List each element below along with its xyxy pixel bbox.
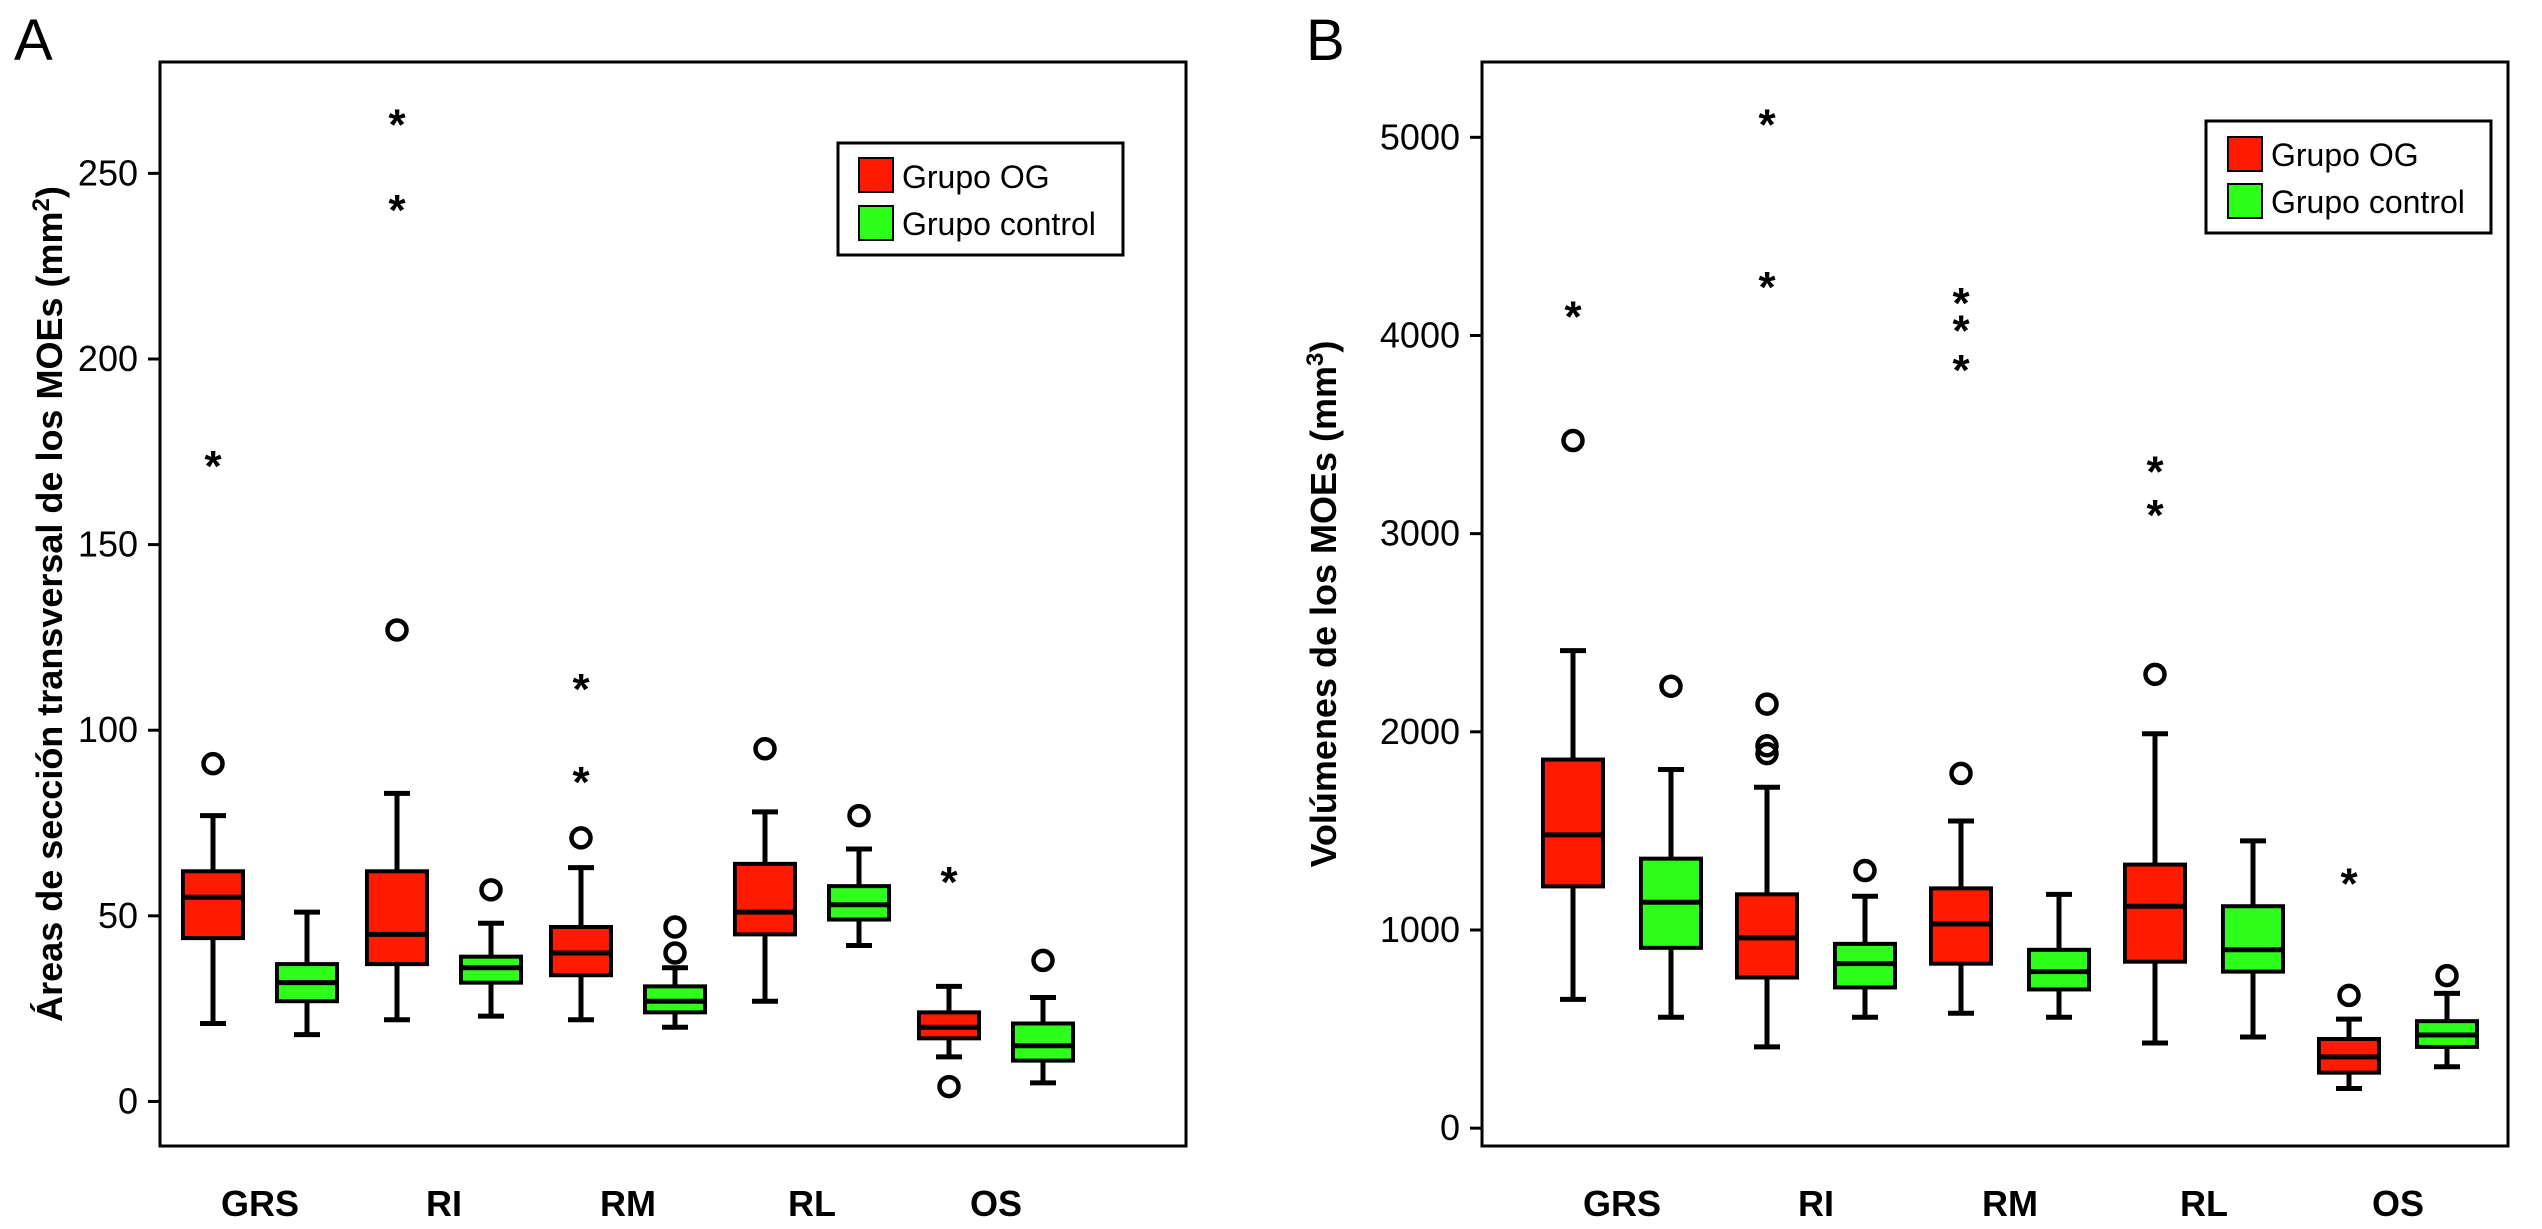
y-tick-label: 250 (78, 152, 138, 193)
outlier-circle (663, 915, 687, 939)
outlier-circle (385, 618, 409, 642)
box-iqr (2123, 862, 2187, 964)
x-category-label: RM (1982, 1183, 2038, 1224)
extreme-star: * (204, 442, 222, 491)
extreme-star: * (572, 758, 590, 807)
legend-a: Grupo OG Grupo control (836, 141, 1125, 257)
extreme-star: * (388, 101, 406, 150)
y-axis-a: 0 50 100 150 200 250 (78, 152, 160, 1121)
x-category-label: GRS (1583, 1183, 1661, 1224)
y-tick-label: 50 (98, 895, 138, 936)
x-category-label: RI (426, 1183, 462, 1224)
outlier-circle (753, 737, 777, 761)
extreme-star: * (388, 186, 406, 235)
legend-swatch-grupo-og (858, 157, 894, 193)
box-iqr (365, 869, 429, 967)
x-category-label: RI (1798, 1183, 1834, 1224)
outlier-circle (1755, 733, 1779, 758)
extreme-star: * (1952, 279, 1970, 328)
legend-swatch-grupo-og (2227, 136, 2263, 172)
x-category-label: GRS (221, 1183, 299, 1224)
y-axis-label-a: Áreas de sección transversal de los MOEs… (28, 186, 71, 1022)
x-category-label: RL (2180, 1183, 2228, 1224)
y-tick-label: 150 (78, 524, 138, 565)
panel-letter-a: A (14, 8, 53, 73)
y-tick-label: 3000 (1380, 513, 1460, 554)
y-axis-label-b: Volúmenes de los MOEs (mm3) (1302, 341, 1345, 868)
extreme-star: * (572, 665, 590, 714)
x-categories-a: GRS RI RM RL OS (221, 1183, 1022, 1224)
box-iqr (733, 861, 797, 937)
y-tick-label: 200 (78, 338, 138, 379)
box-iqr (181, 869, 245, 941)
extreme-star: * (1564, 293, 1582, 342)
plot-frame-a (158, 60, 1188, 1148)
legend-swatch-grupo-control (858, 205, 894, 241)
plot-frame-b (1480, 60, 2510, 1148)
legend-label-grupo-control: Grupo control (902, 206, 1096, 242)
outlier-circle (1659, 674, 1683, 698)
extreme-star: * (2146, 447, 2164, 496)
outlier-circle (2435, 963, 2459, 988)
outlier-circle (937, 1074, 961, 1099)
outlier-circle (569, 826, 593, 850)
x-category-label: OS (2372, 1183, 2424, 1224)
legend-swatch-grupo-control (2227, 183, 2263, 219)
outlier-circle (1031, 948, 1055, 973)
extreme-star: * (2146, 491, 2164, 540)
y-tick-label: 5000 (1380, 116, 1460, 157)
extreme-star: * (1952, 307, 1970, 356)
extreme-star: * (1758, 100, 1776, 149)
box-iqr (2221, 904, 2285, 974)
x-category-label: RL (788, 1183, 836, 1224)
y-tick-label: 4000 (1380, 314, 1460, 355)
box-iqr (1011, 1021, 1075, 1063)
outlier-circle (663, 941, 687, 965)
x-category-label: RM (600, 1183, 656, 1224)
extreme-star: * (1758, 263, 1776, 312)
y-tick-label: 0 (1440, 1107, 1460, 1148)
y-tick-label: 2000 (1380, 711, 1460, 752)
outlier-circle (2337, 983, 2361, 1008)
outlier-circle (2143, 662, 2167, 687)
y-tick-label: 0 (118, 1080, 138, 1121)
outlier-circle (1755, 741, 1779, 766)
extreme-star: * (2340, 859, 2358, 908)
outlier-circle (201, 751, 225, 776)
y-tick-label: 100 (78, 709, 138, 750)
box-iqr (1541, 757, 1605, 889)
y-axis-b: 0 1000 2000 3000 4000 5000 (1380, 116, 1482, 1148)
panel-a: A 0 50 100 150 200 250 * * * * * * GRS RI RM RL OS Áre… (14, 8, 1188, 1224)
extreme-star: * (940, 858, 958, 907)
outlier-circle (1949, 761, 1973, 786)
legend-label-grupo-og: Grupo OG (902, 159, 1050, 195)
outlier-circle (479, 878, 503, 902)
outlier-circle (1755, 692, 1779, 716)
legend-label-grupo-og: Grupo OG (2271, 137, 2419, 173)
outlier-circle (1853, 858, 1877, 883)
legend-label-grupo-control: Grupo control (2271, 184, 2465, 220)
x-categories-b: GRS RI RM RL OS (1583, 1183, 2424, 1224)
outlier-circle (1561, 428, 1585, 453)
boxes-a: * * * * * * (181, 101, 1075, 1099)
boxes-b: ********* (1541, 100, 2479, 1092)
outlier-circle (847, 803, 871, 828)
y-tick-label: 1000 (1380, 909, 1460, 950)
panel-letter-b: B (1306, 8, 1345, 73)
legend-b: Grupo OG Grupo control (2204, 119, 2493, 235)
x-category-label: OS (970, 1183, 1022, 1224)
extreme-star: * (1952, 346, 1970, 395)
